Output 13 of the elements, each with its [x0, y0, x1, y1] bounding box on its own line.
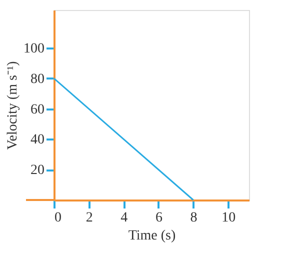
x-tick-label: 4	[120, 210, 128, 226]
y-tick-label: 20	[30, 163, 44, 178]
x-tick-label: 8	[190, 210, 198, 226]
y-tick-label: 40	[30, 132, 44, 148]
x-tick-label: 0	[54, 210, 62, 226]
x-axis-title: Time (s)	[128, 228, 176, 244]
y-tick-label: 60	[30, 102, 44, 118]
x-tick-label: 10	[222, 210, 236, 226]
x-tick-label: 6	[155, 210, 162, 226]
y-axis-title: Velocity (m s⁻¹)	[6, 60, 20, 150]
y-tick-label: 100	[24, 42, 44, 56]
y-tick-label: 80	[30, 72, 44, 87]
x-tick-label: 2	[86, 210, 93, 226]
